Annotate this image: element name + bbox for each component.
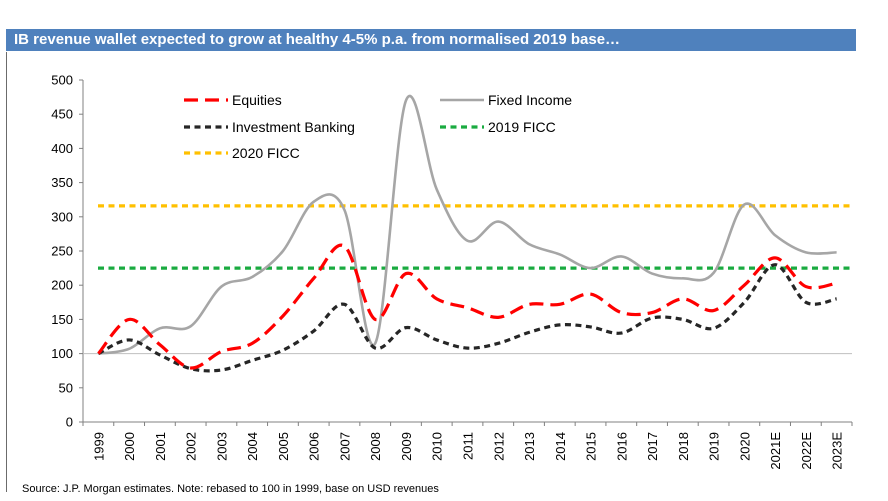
y-tick-label: 350 — [51, 175, 73, 190]
y-tick-label: 150 — [51, 312, 73, 327]
legend-label-2019-ficc: 2019 FICC — [488, 119, 556, 135]
x-tick-label: 2009 — [399, 432, 414, 461]
axes: 0 50 100 150 200 250 300 350 400 450 500 1999 2000 20… — [51, 73, 853, 470]
y-tick-label: 250 — [51, 244, 73, 259]
x-tick-label: 2018 — [676, 432, 691, 461]
y-tick-label: 200 — [51, 278, 73, 293]
x-tick-label: 2023E — [830, 432, 845, 470]
y-tick-label: 450 — [51, 107, 73, 122]
x-tick-label: 2016 — [614, 432, 629, 461]
x-tick-label: 2020 — [737, 432, 752, 461]
x-tick-label: 2021E — [768, 432, 783, 470]
x-tick-label: 2003 — [214, 432, 229, 461]
legend: Equities Fixed Income Investment Banking 20… — [184, 92, 572, 161]
legend-label-investment-banking: Investment Banking — [232, 119, 355, 135]
x-tick-label: 2015 — [584, 432, 599, 461]
legend-label-equities: Equities — [232, 92, 282, 108]
x-tick-label: 2017 — [645, 432, 660, 461]
x-tick-label: 2014 — [553, 432, 568, 461]
y-tick-label: 400 — [51, 141, 73, 156]
x-tick-label: 2004 — [245, 432, 260, 461]
y-tick-label: 50 — [59, 380, 73, 395]
x-tick-label: 2006 — [307, 432, 322, 461]
x-tick-label: 2008 — [368, 432, 383, 461]
x-tick-label: 2022E — [799, 432, 814, 470]
x-tick-label: 2002 — [184, 432, 199, 461]
x-tick-label: 1999 — [91, 432, 106, 461]
x-tick-label: 2001 — [153, 432, 168, 461]
x-tick-label: 2013 — [522, 432, 537, 461]
left-rule — [6, 52, 7, 492]
y-tick-label: 100 — [51, 346, 73, 361]
x-tick-label: 2010 — [430, 432, 445, 461]
legend-label-2020-ficc: 2020 FICC — [232, 145, 300, 161]
x-tick-label: 2005 — [276, 432, 291, 461]
x-tick-label: 2007 — [337, 432, 352, 461]
y-tick-label: 0 — [66, 415, 73, 430]
x-tick-label: 2000 — [122, 432, 137, 461]
legend-label-fixed-income: Fixed Income — [488, 92, 572, 108]
chart-title: IB revenue wallet expected to grow at he… — [6, 29, 856, 51]
series-line-equities — [97, 243, 837, 370]
y-tick-label: 300 — [51, 209, 73, 224]
x-tick-label: 2012 — [491, 432, 506, 461]
series-line-fixed-income — [98, 95, 837, 355]
x-tick-label: 2019 — [707, 432, 722, 461]
series-line-investment-banking — [97, 263, 837, 373]
x-tick-label: 2011 — [461, 432, 476, 460]
series-layer — [97, 95, 850, 373]
source-note: Source: J.P. Morgan estimates. Note: reb… — [22, 483, 439, 495]
y-tick-label: 500 — [51, 73, 73, 88]
